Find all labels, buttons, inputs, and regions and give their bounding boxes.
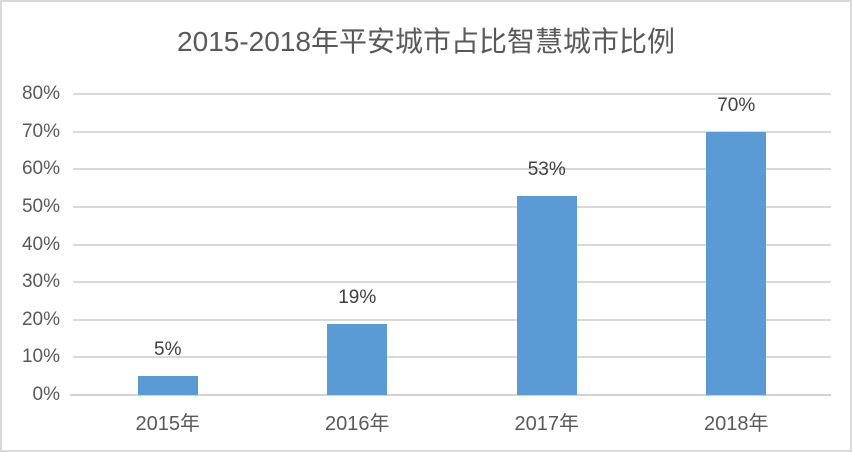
bar-value-label: 19% [338, 286, 377, 308]
y-tick-label: 60% [21, 158, 60, 180]
gridline [73, 93, 831, 95]
gridline [73, 243, 831, 246]
y-tick-label: 70% [21, 120, 60, 142]
gridline [73, 281, 831, 284]
y-tick-label: 10% [21, 346, 60, 368]
gridline [73, 130, 831, 133]
x-tick-label: 2017年 [514, 413, 580, 435]
bar-value-label: 5% [154, 339, 182, 361]
y-tick-label: 0% [32, 384, 60, 405]
y-tick-label: 80% [21, 83, 60, 104]
gridline [73, 168, 831, 171]
bar [327, 323, 388, 395]
bar-value-label: 53% [527, 158, 566, 180]
y-tick-label: 20% [21, 308, 60, 330]
chart-title: 2015-2018年平安城市占比智慧城市比例 [177, 26, 675, 57]
gridline [73, 318, 831, 321]
gridline [73, 356, 831, 359]
y-tick-label: 40% [21, 233, 60, 255]
gridline [73, 205, 831, 208]
x-tick-label: 2016年 [325, 413, 390, 435]
x-tick-label: 2018年 [704, 413, 769, 435]
bar-value-label: 70% [717, 94, 756, 116]
y-tick-label: 30% [21, 271, 60, 293]
bar [706, 131, 767, 395]
bar [516, 195, 577, 395]
y-tick-label: 50% [21, 195, 60, 217]
x-axis-line [70, 394, 831, 396]
bar [137, 376, 198, 395]
x-tick-label: 2015年 [135, 413, 201, 435]
